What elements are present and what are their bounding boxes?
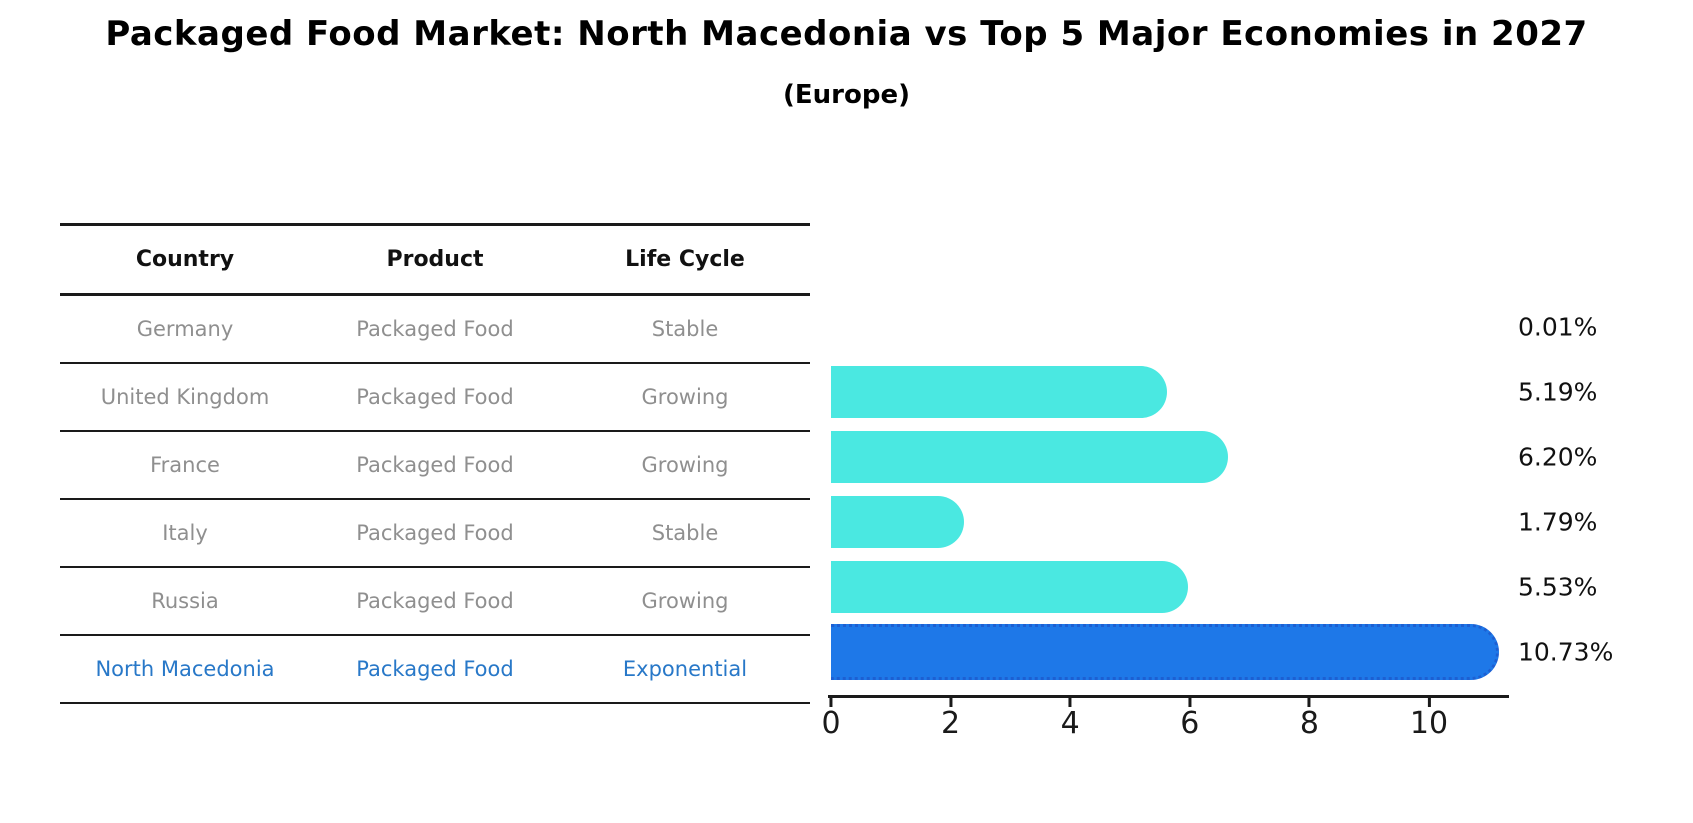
cell-life-cycle: Growing <box>641 385 729 409</box>
x-axis-tick: 6 <box>1180 698 1199 739</box>
value-label: 5.53% <box>1518 572 1598 602</box>
table-row: Germany Packaged Food Stable <box>60 296 810 364</box>
table-row: France Packaged Food Growing <box>60 432 810 500</box>
cell-product: Packaged Food <box>356 453 514 477</box>
value-label: 6.20% <box>1518 442 1598 472</box>
tick-label: 0 <box>821 706 841 741</box>
column-header-life-cycle: Life Cycle <box>625 247 745 272</box>
table-row-highlighted: North Macedonia Packaged Food Exponentia… <box>60 636 810 704</box>
table-row: Italy Packaged Food Stable <box>60 500 810 568</box>
data-table: Country Product Life Cycle Germany Packa… <box>60 223 810 704</box>
chart-title: Packaged Food Market: North Macedonia vs… <box>105 14 1588 54</box>
tick-label: 6 <box>1180 706 1200 741</box>
cell-product: Packaged Food <box>356 589 514 613</box>
cell-country: Italy <box>162 521 208 545</box>
tick-label: 2 <box>941 706 961 741</box>
x-axis-tick: 0 <box>821 698 841 741</box>
cell-country: Germany <box>136 317 234 341</box>
bar-russia <box>831 561 1188 613</box>
value-label: 10.73% <box>1518 637 1614 667</box>
cell-country: North Macedonia <box>95 657 275 681</box>
tick-mark <box>949 698 953 707</box>
cell-country: France <box>150 453 220 477</box>
table-row: United Kingdom Packaged Food Growing <box>60 364 810 432</box>
column-header-country: Country <box>135 247 235 272</box>
cell-life-cycle: Growing <box>641 453 729 477</box>
tick-mark <box>1427 698 1431 707</box>
table-row: Russia Packaged Food Growing <box>60 568 810 636</box>
x-axis-tick: 2 <box>941 698 960 739</box>
cell-life-cycle: Stable <box>651 521 719 545</box>
tick-mark <box>1188 698 1192 707</box>
cell-product: Packaged Food <box>356 657 514 681</box>
cell-country: United Kingdom <box>100 385 270 409</box>
value-label: 0.01% <box>1518 312 1598 342</box>
tick-label: 4 <box>1060 706 1080 741</box>
bar-north-macedonia <box>831 624 1499 680</box>
cell-product: Packaged Food <box>356 317 514 341</box>
tick-mark <box>1068 698 1072 707</box>
cell-life-cycle: Growing <box>641 589 729 613</box>
bar-france <box>831 431 1228 483</box>
tick-mark <box>1307 698 1311 707</box>
cell-product: Packaged Food <box>356 521 514 545</box>
cell-country: Russia <box>151 589 219 613</box>
table-header-row: Country Product Life Cycle <box>60 226 810 296</box>
value-label: 1.79% <box>1518 507 1598 537</box>
value-label: 5.19% <box>1518 377 1598 407</box>
bar-italy <box>831 496 965 548</box>
cell-product: Packaged Food <box>356 385 514 409</box>
x-axis-tick: 4 <box>1061 698 1080 739</box>
cell-life-cycle: Exponential <box>622 657 748 681</box>
x-axis-tick: 10 <box>1410 698 1448 739</box>
column-header-product: Product <box>386 247 484 272</box>
chart-subtitle: (Europe) <box>783 80 910 110</box>
tick-mark <box>829 698 833 707</box>
x-axis-tick: 8 <box>1300 698 1319 739</box>
tick-label: 10 <box>1409 706 1449 741</box>
bar-united-kingdom <box>831 366 1168 418</box>
x-axis <box>828 695 1509 698</box>
tick-label: 8 <box>1299 706 1319 741</box>
cell-life-cycle: Stable <box>651 317 719 341</box>
